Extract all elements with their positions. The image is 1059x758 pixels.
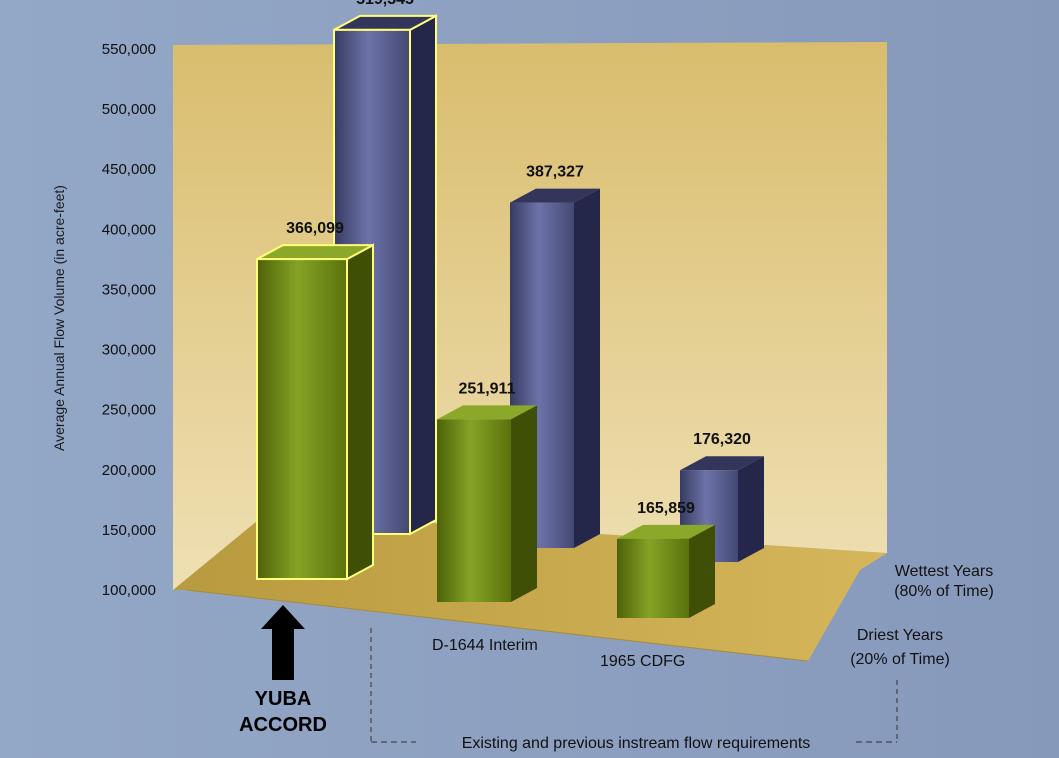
bar-wettest-2-value-label: 176,320: [693, 431, 751, 448]
yuba-accord-line1: YUBA: [255, 688, 312, 710]
y-tick-label: 250,000: [102, 402, 156, 419]
bar-driest-1-side: [511, 405, 537, 602]
legend-driest-line2: (20% of Time): [850, 651, 950, 668]
legend-wettest-line1: Wettest Years: [895, 563, 993, 580]
bar-driest-1-value-label: 251,911: [459, 380, 516, 397]
bar-driest-2-front: [617, 538, 689, 618]
bar-wettest-0-value-label: 519,345: [356, 0, 414, 8]
y-tick-label: 100,000: [102, 582, 156, 599]
bar-driest-0-side: [346, 243, 374, 581]
bar-driest-2-value-label: 165,859: [637, 500, 695, 517]
y-tick-label: 150,000: [102, 522, 156, 539]
bar-wettest-2-top: [680, 456, 764, 471]
y-tick-label: 200,000: [102, 462, 156, 479]
y-tick-label: 450,000: [102, 161, 156, 178]
y-tick-label: 350,000: [102, 281, 156, 298]
y-axis-label: Average Annual Flow Volume (in acre-feet…: [51, 185, 67, 451]
y-tick-label: 400,000: [102, 221, 156, 238]
bar-wettest-2-side: [738, 456, 764, 562]
y-tick-label: 550,000: [102, 41, 156, 58]
bar-driest-0-front: [256, 258, 348, 580]
bracket-caption: Existing and previous instream flow requ…: [462, 735, 811, 752]
bar-driest-0-value-label: 366,099: [286, 220, 344, 237]
bar-wettest-1-value-label: 387,327: [526, 164, 584, 181]
bar-wettest-0-side: [409, 14, 437, 536]
bar-wettest-1-top: [510, 188, 600, 203]
bar-driest-1-top: [437, 405, 537, 420]
bar-driest-2-side: [689, 524, 715, 618]
floor-edge-line: [186, 589, 809, 662]
y-tick-label: 300,000: [102, 342, 156, 359]
up-arrow-icon: [261, 605, 305, 680]
bar-driest-2-top: [617, 524, 715, 539]
bar-driest-1-front: [437, 419, 511, 602]
bar-wettest-1-side: [574, 188, 600, 548]
category-label-1965-cdfg: 1965 CDFG: [600, 653, 685, 670]
legend-driest-line1: Driest Years: [857, 627, 943, 644]
category-label-d1644: D-1644 Interim: [432, 637, 538, 654]
yuba-accord-line2: ACCORD: [239, 714, 327, 736]
legend-wettest-line2: (80% of Time): [894, 583, 994, 600]
y-tick-label: 500,000: [102, 101, 156, 118]
